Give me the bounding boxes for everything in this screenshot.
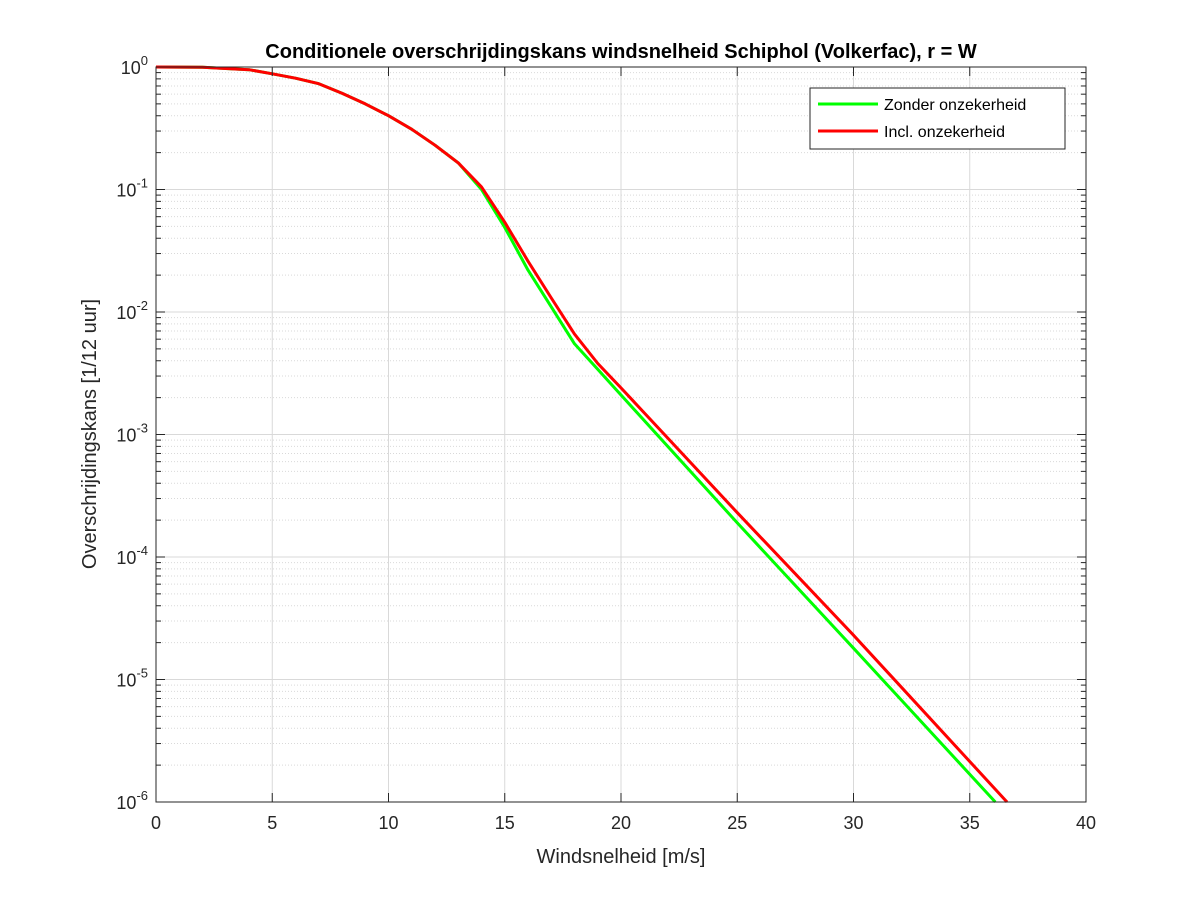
tick-labels: 0 5 10 15 20 25 30 35 40 100 10-1 10-2 10-3 10-4 10-5 1…: [116, 53, 1096, 833]
legend-label-incl-onzekerheid: Incl. onzekerheid: [884, 124, 1005, 141]
y-axis-label: Overschrijdingskans [1/12 uur]: [79, 299, 101, 569]
tick-label-x: 20: [611, 813, 631, 833]
tick-label-x: 5: [267, 813, 277, 833]
series-line-incl-onzekerheid: [155, 65, 1009, 804]
tick-label-x: 25: [727, 813, 747, 833]
tick-label-y: 10-1: [116, 176, 148, 201]
tick-label-y: 10-2: [116, 298, 148, 323]
tick-label-y: 100: [121, 53, 148, 78]
ticks: [155, 66, 1087, 803]
x-axis-label: Windsnelheid [m/s]: [537, 846, 706, 868]
tick-label-x: 10: [378, 813, 398, 833]
tick-label-y: 10-5: [116, 666, 148, 691]
tick-label-x: 35: [960, 813, 980, 833]
legend-box: [809, 87, 1066, 150]
series-layer: [155, 65, 1009, 804]
tick-label-x: 40: [1076, 813, 1096, 833]
tick-label-y: 10-6: [116, 788, 148, 813]
tick-label-y: 10-3: [116, 421, 148, 446]
tick-label-y: 10-4: [116, 543, 148, 568]
tick-label-x: 0: [151, 813, 161, 833]
tick-label-x: 30: [843, 813, 863, 833]
chart-title: Conditionele overschrijdingskans windsne…: [265, 41, 977, 63]
legend: Zonder onzekerheid Incl. onzekerheid: [809, 87, 1066, 150]
tick-label-x: 15: [495, 813, 515, 833]
legend-label-zonder-onzekerheid: Zonder onzekerheid: [884, 97, 1026, 114]
